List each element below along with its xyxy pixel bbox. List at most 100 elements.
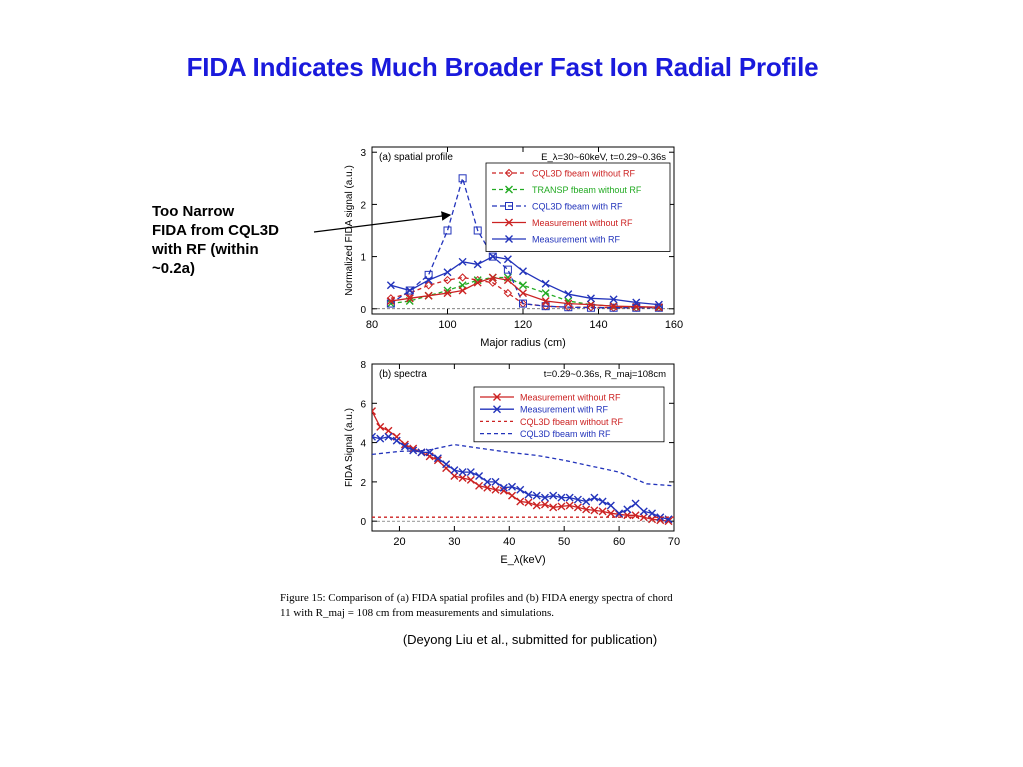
y-tick-label: 8	[360, 360, 366, 371]
legend-marker	[493, 393, 501, 401]
legend-entry: Measurement with RF	[520, 405, 609, 415]
annotation-line: Too Narrow	[152, 203, 235, 220]
data-point	[458, 257, 467, 266]
data-point	[475, 481, 484, 490]
legend-entry: Measurement with RF	[532, 235, 621, 245]
data-point	[443, 275, 452, 285]
data-point	[424, 291, 433, 300]
data-point	[524, 490, 533, 499]
data-point	[532, 491, 541, 500]
x-tick-label: 40	[503, 536, 515, 548]
annotation-arrow	[313, 211, 452, 233]
data-point	[590, 506, 599, 515]
data-point	[623, 505, 632, 514]
data-point	[508, 491, 517, 500]
data-point	[540, 500, 549, 509]
data-point	[598, 507, 607, 516]
condition-label: t=0.29~0.36s, R_maj=108cm	[544, 369, 666, 380]
data-point	[564, 299, 573, 308]
panel-label: (a) spatial profile	[379, 152, 453, 163]
data-point	[557, 493, 566, 502]
data-point	[384, 432, 393, 441]
data-point	[443, 268, 452, 277]
data-point	[573, 495, 582, 504]
annotation-line: ~0.2a)	[152, 260, 195, 277]
citation: (Deyong Liu et al., submitted for public…	[402, 632, 658, 647]
legend-marker	[505, 202, 513, 210]
data-point	[606, 501, 615, 510]
data-point	[384, 426, 393, 435]
data-point	[424, 270, 433, 279]
data-point	[503, 255, 512, 264]
data-point	[519, 267, 527, 276]
legend-entry: Measurement without RF	[532, 218, 633, 228]
data-point	[582, 505, 591, 514]
x-tick-label: 50	[558, 536, 570, 548]
data-point	[405, 286, 414, 295]
data-point	[405, 294, 414, 303]
plot-frame	[371, 363, 675, 532]
data-point	[483, 477, 492, 486]
data-point	[442, 460, 451, 469]
data-point	[519, 281, 527, 290]
data-point	[386, 296, 395, 305]
data-point	[631, 499, 640, 508]
data-point	[540, 493, 549, 502]
x-tick-label: 140	[589, 319, 607, 331]
y-tick-label: 2	[360, 478, 366, 489]
panel-a-spatial-profile: 80 100 120 140 160 0 1 2 3 Major radius (cm) Norma…	[344, 146, 683, 349]
data-point	[508, 482, 517, 491]
legend-entry: Measurement without RF	[520, 393, 621, 403]
data-point	[424, 276, 433, 285]
legend-entry: TRANSP fbeam without RF	[532, 185, 642, 195]
data-point	[488, 278, 498, 287]
data-point	[516, 497, 525, 506]
data-point	[541, 302, 550, 311]
y-tick-label: 2	[360, 200, 366, 211]
data-point	[586, 294, 595, 303]
data-point	[409, 446, 418, 455]
annotation-callout: Too Narrow FIDA from CQL3D with RF (with…	[152, 202, 312, 278]
data-point	[488, 252, 497, 261]
data-point	[541, 279, 550, 288]
data-point	[392, 436, 401, 445]
data-point	[376, 422, 385, 431]
data-point	[458, 286, 467, 295]
series-group	[372, 407, 674, 526]
data-point	[372, 407, 376, 416]
data-point	[615, 509, 624, 518]
caption-line: Figure 15: Comparison of (a) FIDA spatia…	[280, 592, 673, 604]
legend-entry: CQL3D fbeam without RF	[520, 417, 624, 427]
legend-marker	[505, 185, 513, 194]
y-tick-label: 4	[360, 439, 366, 450]
legend-box	[473, 386, 665, 443]
panel-b-spectra: 20 30 40 50 60 70 0 2 4 6 8 E_λ(keV) FIDA Signal (a.…	[344, 360, 680, 566]
data-point	[405, 286, 414, 295]
data-point	[491, 485, 500, 494]
data-point	[424, 281, 433, 290]
annotation-line: FIDA from CQL3D	[152, 222, 279, 239]
data-point	[557, 502, 566, 511]
data-point	[632, 303, 641, 312]
data-point	[609, 302, 618, 311]
y-tick-label: 6	[360, 399, 366, 410]
annotation-line: with RF (within	[152, 241, 259, 258]
data-point	[473, 260, 482, 269]
data-point	[483, 483, 492, 492]
series-line	[390, 276, 659, 309]
y-tick-label: 0	[360, 517, 366, 528]
data-point	[598, 497, 607, 506]
data-point	[582, 497, 591, 506]
data-point	[532, 501, 541, 510]
data-point	[654, 300, 663, 309]
data-point	[639, 507, 648, 516]
data-point	[609, 303, 618, 312]
x-axis-label: E_λ(keV)	[500, 554, 545, 566]
legend-entry: CQL3D fbeam with RF	[520, 429, 611, 439]
data-point	[565, 501, 574, 510]
data-point	[458, 468, 467, 477]
data-point	[564, 290, 573, 299]
x-tick-label: 160	[665, 319, 683, 331]
data-point	[565, 493, 574, 502]
y-tick-label: 0	[360, 305, 366, 316]
